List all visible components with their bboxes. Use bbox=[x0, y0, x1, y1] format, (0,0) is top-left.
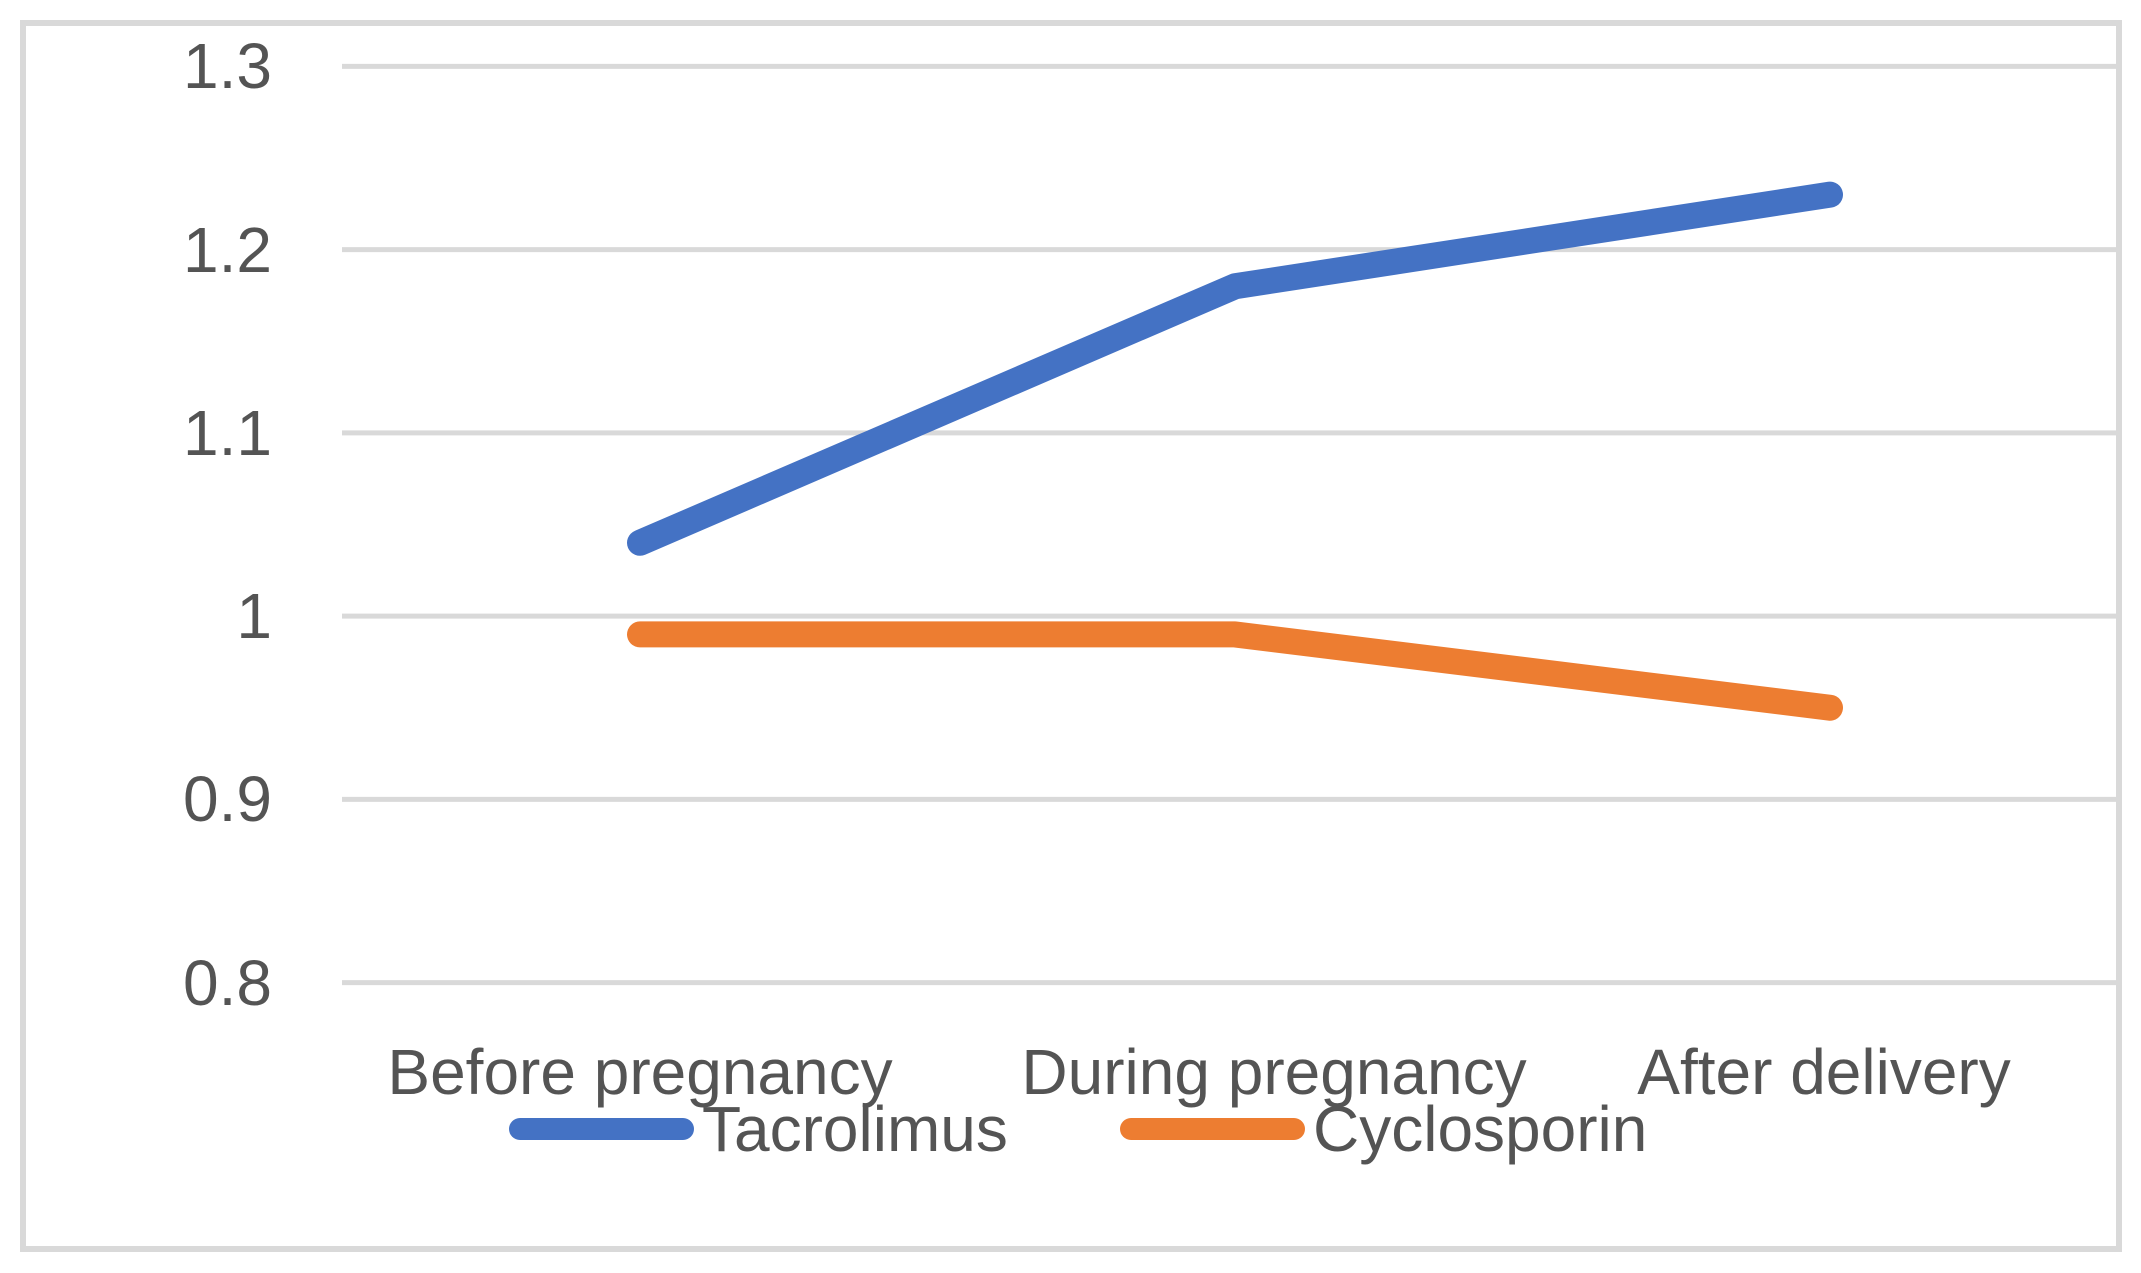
y-axis-tick-label: 1.2 bbox=[183, 214, 272, 286]
series-line-tacrolimus bbox=[627, 181, 1843, 556]
y-axis-tick-label: 1.3 bbox=[183, 30, 272, 102]
x-axis-category-label: During pregnancy bbox=[1021, 1036, 1527, 1108]
y-axis-tick-label: 0.8 bbox=[183, 947, 272, 1019]
series-line-cyclosporin bbox=[627, 621, 1843, 721]
x-axis-category-label: After delivery bbox=[1637, 1036, 2011, 1108]
x-axis-category-label: Before pregnancy bbox=[387, 1036, 893, 1108]
legend-item-tacrolimus: Tacrolimus bbox=[509, 1097, 1008, 1161]
legend-swatch-cyclosporin bbox=[1120, 1118, 1305, 1140]
legend-item-cyclosporin: Cyclosporin bbox=[1120, 1097, 1647, 1161]
y-axis-tick-label: 1 bbox=[236, 580, 272, 652]
y-axis-tick-label: 0.9 bbox=[183, 763, 272, 835]
legend-swatch-tacrolimus bbox=[509, 1118, 694, 1140]
legend-label-tacrolimus: Tacrolimus bbox=[702, 1093, 1008, 1165]
y-axis-tick-label: 1.1 bbox=[183, 397, 272, 469]
legend-label-cyclosporin: Cyclosporin bbox=[1313, 1093, 1648, 1165]
